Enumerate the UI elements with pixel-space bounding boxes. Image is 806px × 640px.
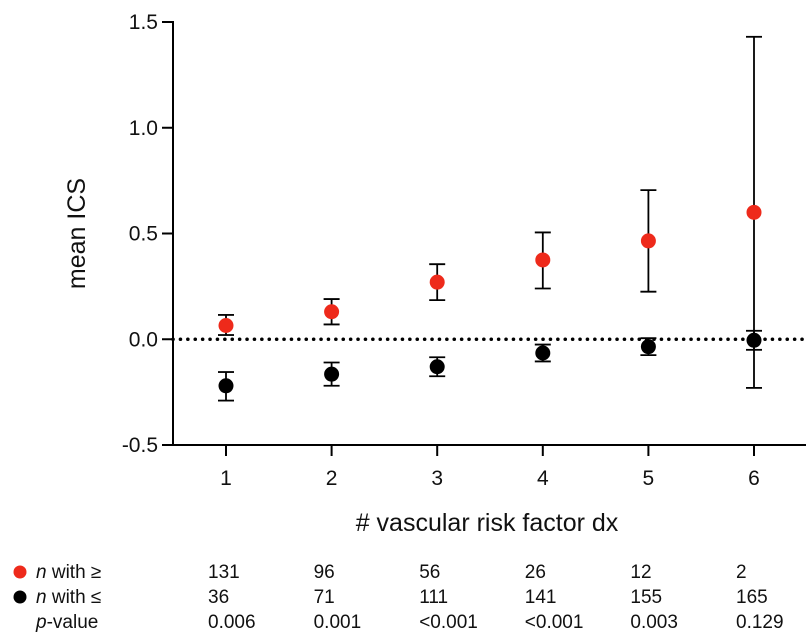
black-data-point <box>429 359 445 375</box>
black-data-point <box>535 345 551 361</box>
table-cell: 111 <box>419 587 448 608</box>
x-tick-label: 4 <box>537 467 549 490</box>
red-data-point <box>429 274 445 290</box>
table-cell: 0.006 <box>208 612 256 633</box>
table-cell: 71 <box>314 587 335 608</box>
y-tick-label: 1.0 <box>129 117 158 140</box>
red-data-point <box>640 233 656 249</box>
y-tick-label: 1.5 <box>129 11 158 34</box>
table-cell: 26 <box>525 562 546 583</box>
table-cell: 36 <box>208 587 229 608</box>
x-tick-label: 6 <box>748 467 760 490</box>
legend-marker <box>13 565 27 579</box>
table-cell: <0.001 <box>525 612 584 633</box>
table-cell: 2 <box>736 562 747 583</box>
x-axis-title: # vascular risk factor dx <box>356 509 619 537</box>
table-cell: 0.129 <box>736 612 784 633</box>
x-tick-label: 5 <box>643 467 655 490</box>
black-data-point <box>218 378 234 394</box>
y-axis-title: mean ICS <box>63 178 91 289</box>
x-tick-label: 3 <box>431 467 443 490</box>
table-row-label: p-value <box>35 612 98 633</box>
table-cell: 141 <box>525 587 557 608</box>
black-data-point <box>746 332 762 348</box>
red-data-point <box>535 252 551 268</box>
table-cell: 131 <box>208 562 240 583</box>
table-cell: 155 <box>630 587 662 608</box>
table-cell: 56 <box>419 562 440 583</box>
y-tick-label: 0.0 <box>129 328 158 351</box>
red-data-point <box>218 318 234 334</box>
red-data-point <box>324 304 340 320</box>
x-tick-label: 1 <box>220 467 232 490</box>
table-cell: 0.003 <box>630 612 678 633</box>
x-tick-label: 2 <box>326 467 338 490</box>
red-data-point <box>746 204 762 220</box>
legend-marker <box>13 590 27 604</box>
table-cell: 165 <box>736 587 768 608</box>
table-cell: 0.001 <box>314 612 362 633</box>
y-tick-label: -0.5 <box>122 434 158 457</box>
black-data-point <box>324 366 340 382</box>
table-row-label: n with ≤ <box>36 587 101 608</box>
y-tick-label: 0.5 <box>129 223 158 246</box>
black-data-point <box>640 339 656 355</box>
table-cell: 12 <box>630 562 651 583</box>
table-row-label: n with ≥ <box>36 562 101 583</box>
table-cell: <0.001 <box>419 612 478 633</box>
table-cell: 96 <box>314 562 335 583</box>
